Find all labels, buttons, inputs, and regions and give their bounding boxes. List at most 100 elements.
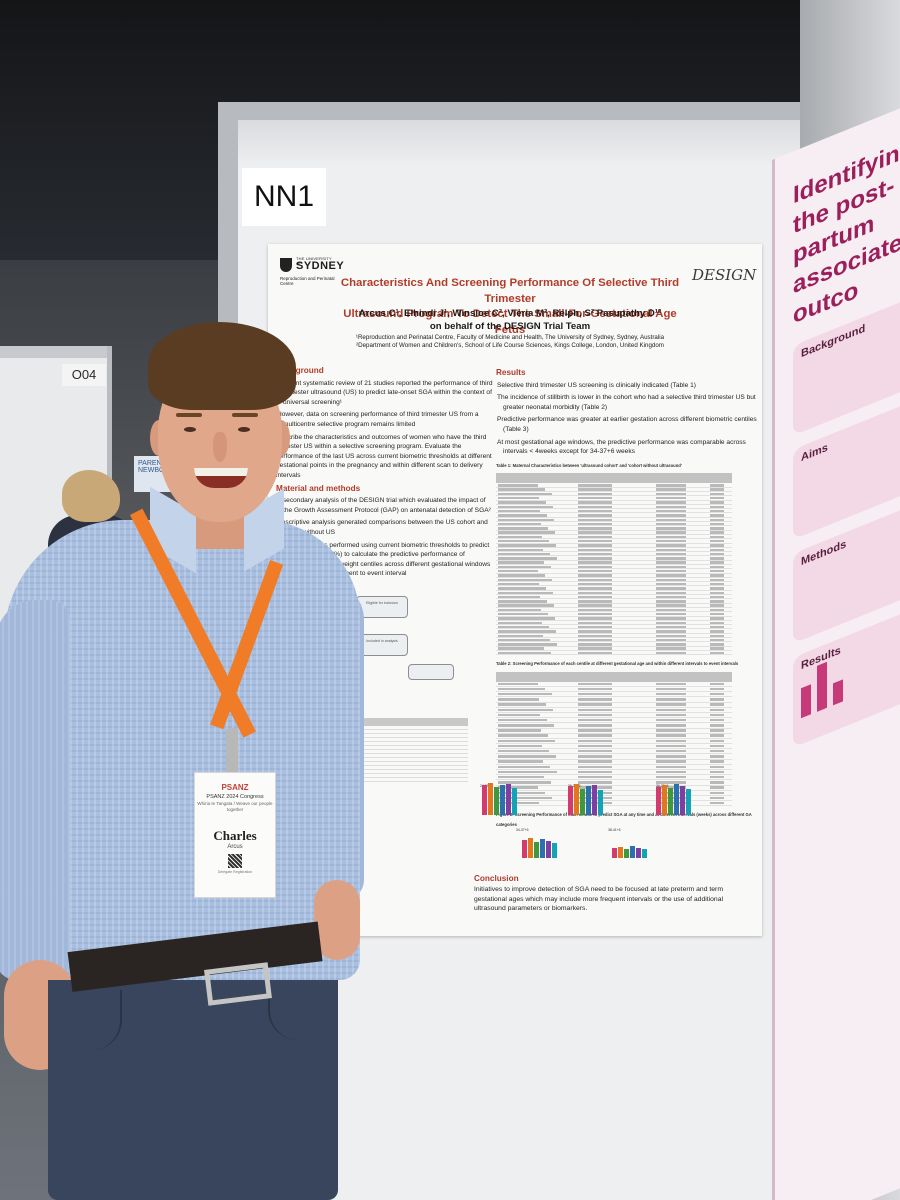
table-row xyxy=(496,682,732,687)
table-cell xyxy=(656,703,686,706)
table-cell xyxy=(578,638,612,642)
table-cell xyxy=(710,781,724,784)
table-cell xyxy=(578,531,612,534)
table-row xyxy=(496,744,732,750)
table-cell xyxy=(656,638,686,642)
table-cell xyxy=(578,535,612,539)
table-cell xyxy=(710,786,724,789)
board-number-label: NN1 xyxy=(242,168,326,226)
poster-title: Characteristics And Screening Performanc… xyxy=(330,276,690,338)
table-row xyxy=(496,647,732,651)
table-cell xyxy=(498,570,538,573)
table-cell xyxy=(710,770,724,774)
table-cell xyxy=(656,535,686,539)
table-cell xyxy=(710,647,724,650)
affiliation-line: ²Department of Women and Children's, Sch… xyxy=(356,342,664,349)
table-row xyxy=(496,578,732,583)
chart-bar xyxy=(674,784,679,815)
chart-bar xyxy=(522,840,527,858)
table-cell xyxy=(498,621,542,625)
table-cell xyxy=(710,544,724,547)
background-text: However, data on screening performance o… xyxy=(277,411,479,428)
table-cell xyxy=(710,531,724,534)
table-cell xyxy=(498,634,543,637)
table-cell xyxy=(656,755,686,758)
badge-congress: PSANZ 2024 Congress xyxy=(206,794,264,800)
table-cell xyxy=(656,561,686,564)
table-cell xyxy=(656,540,686,543)
table-row xyxy=(496,518,732,523)
table-cell xyxy=(710,514,724,517)
side-poster-bar xyxy=(817,661,828,712)
table-cell xyxy=(710,578,724,582)
table-cell xyxy=(578,651,612,655)
table-row xyxy=(496,692,732,698)
table-cell xyxy=(656,505,686,509)
table-row xyxy=(496,770,732,776)
chart-bar xyxy=(500,785,505,815)
aims-text: Describe the characteristics and outcome… xyxy=(276,433,492,479)
chart-bar xyxy=(482,785,487,815)
table-row xyxy=(496,595,732,600)
table-row xyxy=(496,548,732,553)
table-row xyxy=(496,638,732,643)
table-cell xyxy=(578,703,612,706)
table-cell xyxy=(710,595,724,599)
chart-bar xyxy=(598,790,603,815)
table1-caption: Table 1: Maternal Characteristics betwee… xyxy=(496,462,682,468)
table-cell xyxy=(498,786,538,789)
table-header xyxy=(352,718,468,726)
table-row xyxy=(352,746,468,750)
table-cell xyxy=(656,734,686,737)
table-cell xyxy=(656,713,686,717)
table-cell xyxy=(498,638,550,642)
background-person-head xyxy=(62,470,120,522)
table-cell xyxy=(498,501,546,504)
table-cell xyxy=(498,505,553,509)
table-cell xyxy=(710,522,724,526)
board-frame xyxy=(0,346,107,358)
table-cell xyxy=(498,591,553,594)
table-cell xyxy=(656,621,686,625)
chart-bar xyxy=(552,843,557,858)
table-header xyxy=(496,473,732,484)
table-cell xyxy=(710,791,724,794)
table-cell xyxy=(578,734,612,737)
table-cell xyxy=(578,501,612,504)
table-cell xyxy=(656,647,686,650)
table-cell xyxy=(498,565,551,569)
name-badge: PSANZ PSANZ 2024 Congress Whiria te Tang… xyxy=(194,772,276,898)
side-poster-title: Identifying the post-partum associated o… xyxy=(793,133,900,330)
table-cell xyxy=(656,625,686,629)
table-row xyxy=(496,522,732,527)
badge-first-name: Charles xyxy=(213,828,257,843)
table-cell xyxy=(498,552,550,556)
table-cell xyxy=(498,687,545,691)
table-cell xyxy=(498,734,548,737)
table-cell xyxy=(656,643,686,646)
table-cell xyxy=(710,621,724,625)
table-cell xyxy=(498,750,549,753)
table-row xyxy=(496,582,732,587)
table-cell xyxy=(710,734,724,737)
table-cell xyxy=(578,765,612,768)
table-cell xyxy=(578,527,612,530)
table-cell xyxy=(578,744,612,748)
table-cell xyxy=(656,760,686,763)
table-cell xyxy=(710,587,724,590)
table-cell xyxy=(498,578,552,582)
chart-bar xyxy=(624,849,629,858)
side-poster: Identifying the post-partum associated o… xyxy=(772,91,900,1200)
trouser-pocket xyxy=(82,990,122,1050)
table-cell xyxy=(498,604,554,607)
table-cell xyxy=(578,621,612,625)
table-cell xyxy=(710,484,724,487)
table-cell xyxy=(710,535,724,539)
table-cell xyxy=(656,600,686,603)
table-row xyxy=(352,734,468,738)
table-cell xyxy=(498,544,556,547)
figure-caption: Figure 2: Screening Performance of each … xyxy=(496,812,752,827)
table-cell xyxy=(578,698,612,701)
table-cell xyxy=(656,682,686,685)
presenter-eyebrow xyxy=(232,413,258,417)
